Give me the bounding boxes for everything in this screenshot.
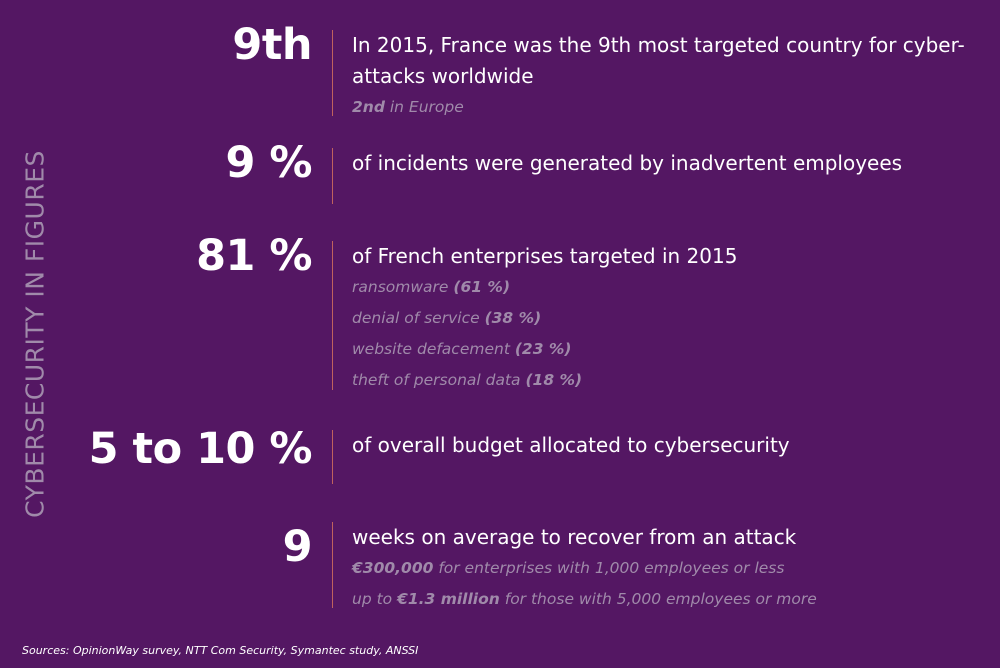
stat-text: In 2015, France was the 9th most targete… bbox=[352, 30, 992, 123]
divider bbox=[332, 148, 333, 204]
stat-detail: 2nd in Europe bbox=[352, 92, 992, 123]
stat-headline: weeks on average to recover from an atta… bbox=[352, 525, 797, 549]
divider bbox=[332, 241, 333, 390]
stat-figure: 9 bbox=[282, 522, 313, 572]
stat-detail-strong: €1.3 million bbox=[397, 590, 500, 608]
stat-detail: €300,000 for enterprises with 1,000 empl… bbox=[352, 553, 992, 584]
stat-figure: 81 % bbox=[196, 231, 312, 281]
stat-headline: of incidents were generated by inadverte… bbox=[352, 151, 903, 175]
stat-text: of French enterprises targeted in 2015 r… bbox=[352, 241, 992, 396]
stat-detail-strong: (23 %) bbox=[514, 340, 572, 358]
stat-detail: website defacement (23 %) bbox=[352, 334, 992, 365]
stat-detail-pre: website defacement bbox=[352, 340, 515, 358]
stat-detail-strong: (61 %) bbox=[453, 278, 511, 296]
stat-detail-strong: (38 %) bbox=[484, 309, 542, 327]
stat-detail: denial of service (38 %) bbox=[352, 303, 992, 334]
stat-detail-rest: for those with 5,000 employees or more bbox=[499, 590, 817, 608]
stat-detail-strong: (18 %) bbox=[525, 371, 583, 389]
stat-detail-rest: for enterprises with 1,000 employees or … bbox=[433, 559, 785, 577]
stat-text: of overall budget allocated to cybersecu… bbox=[352, 430, 992, 461]
stat-detail: theft of personal data (18 %) bbox=[352, 365, 992, 396]
divider bbox=[332, 430, 333, 484]
stat-headline: of overall budget allocated to cybersecu… bbox=[352, 433, 790, 457]
stat-detail-rest: in Europe bbox=[384, 98, 464, 116]
stat-detail-pre: theft of personal data bbox=[352, 371, 526, 389]
stat-detail-pre: up to bbox=[352, 590, 398, 608]
divider bbox=[332, 522, 333, 608]
divider bbox=[332, 30, 333, 116]
stat-figure: 9th bbox=[232, 20, 312, 70]
stat-figure: 9 % bbox=[225, 138, 313, 188]
stat-detail-strong: 2nd bbox=[352, 98, 385, 116]
stat-text: weeks on average to recover from an atta… bbox=[352, 522, 992, 615]
stat-headline: In 2015, France was the 9th most targete… bbox=[352, 33, 965, 88]
stat-detail-strong: €300,000 bbox=[352, 559, 434, 577]
stat-figure: 5 to 10 % bbox=[88, 424, 313, 474]
stat-detail-pre: ransomware bbox=[352, 278, 454, 296]
stat-detail-pre: denial of service bbox=[352, 309, 485, 327]
stat-detail: up to €1.3 million for those with 5,000 … bbox=[352, 584, 992, 615]
sources-note: Sources: OpinionWay survey, NTT Com Secu… bbox=[22, 644, 419, 657]
stat-detail: ransomware (61 %) bbox=[352, 272, 992, 303]
stat-text: of incidents were generated by inadverte… bbox=[352, 148, 992, 179]
side-title: CYBERSECURITY IN FIGURES bbox=[20, 150, 50, 518]
stat-headline: of French enterprises targeted in 2015 bbox=[352, 244, 738, 268]
